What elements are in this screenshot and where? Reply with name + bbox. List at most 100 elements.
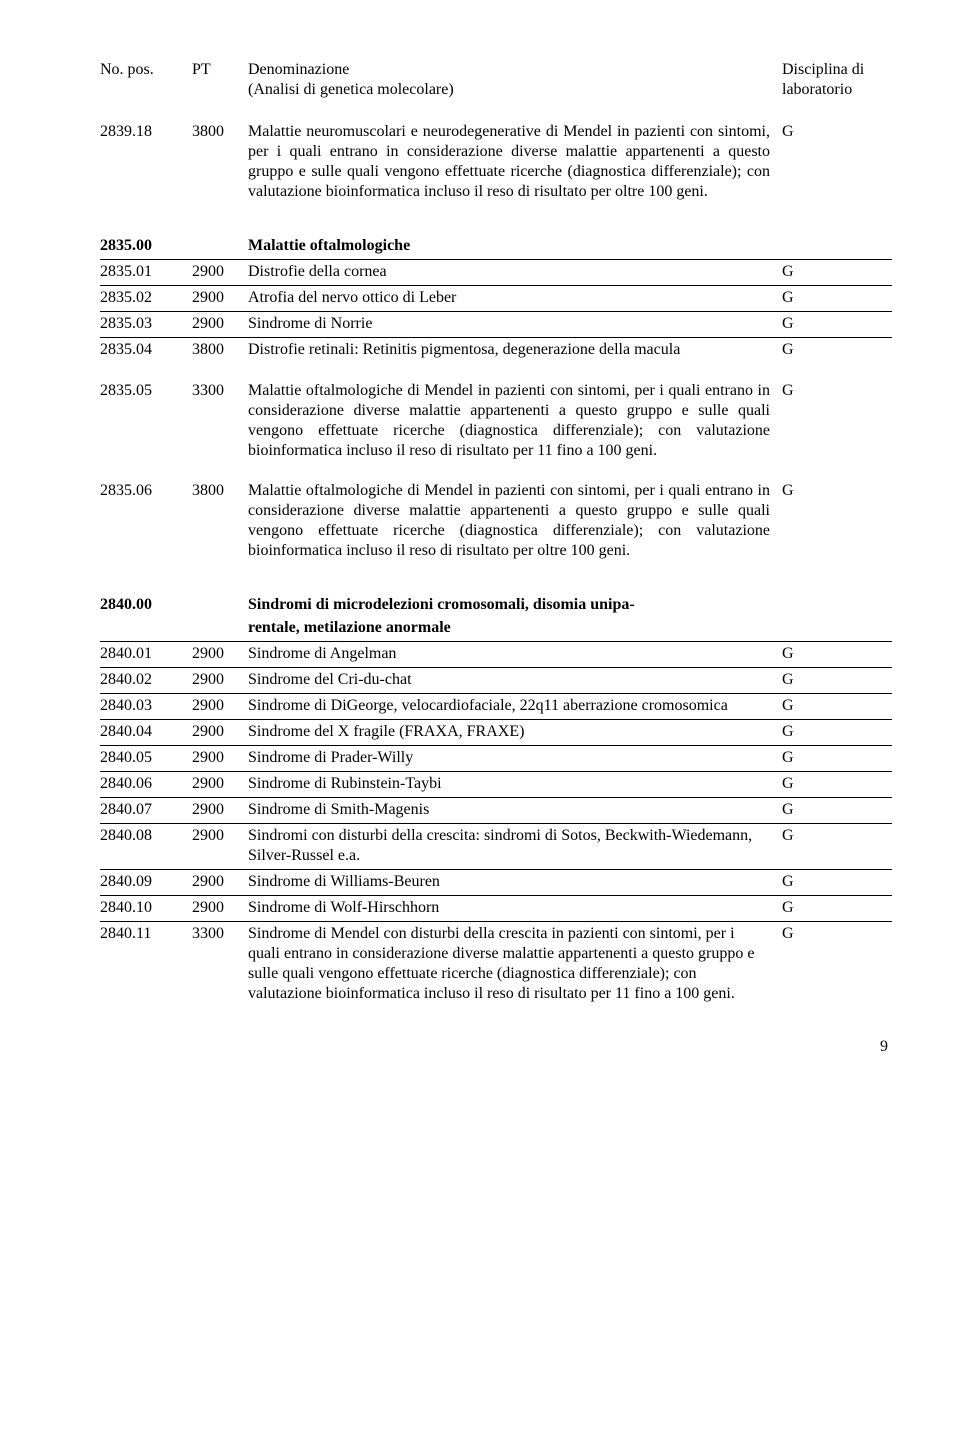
- cell-disc: G: [782, 696, 892, 716]
- cell-disc: G: [782, 872, 892, 892]
- cell-desc: Sindrome di Smith-Magenis: [248, 800, 782, 820]
- cell-desc: Sindrome del Cri-du-chat: [248, 670, 782, 690]
- cell-disc: G: [782, 314, 892, 334]
- cell-pt: 3800: [192, 122, 248, 202]
- cell-disc: G: [782, 898, 892, 918]
- cell-pt: 2900: [192, 774, 248, 794]
- cell-desc: Malattie neuromuscolari e neurodegenerat…: [248, 122, 782, 202]
- cell-desc: Sindrome di Norrie: [248, 314, 782, 334]
- cell-pt: 2900: [192, 314, 248, 334]
- cell-no: 2840.07: [100, 800, 192, 820]
- cell-no: 2840.08: [100, 826, 192, 846]
- cell-disc: G: [782, 381, 892, 461]
- table-row: 2840.012900Sindrome di AngelmanG: [100, 642, 892, 668]
- cell-desc: Sindrome di Wolf-Hirschhorn: [248, 898, 782, 918]
- cell-pt: 3800: [192, 481, 248, 561]
- cell-no: 2835.06: [100, 481, 192, 561]
- header-pt: PT: [192, 60, 248, 100]
- table-row: 2835.022900Atrofia del nervo ottico di L…: [100, 286, 892, 312]
- table-row: 2840.082900Sindromi con disturbi della c…: [100, 824, 892, 870]
- table-row: 2840.032900Sindrome di DiGeorge, velocar…: [100, 694, 892, 720]
- header-disc-sub: laboratorio: [782, 81, 852, 98]
- cell-disc: G: [782, 340, 892, 360]
- header-denom: Denominazione (Analisi di genetica molec…: [248, 60, 782, 100]
- table-row: 2840.042900Sindrome del X fragile (FRAXA…: [100, 720, 892, 746]
- section-disc-empty: [782, 236, 892, 256]
- table-row: 2840.072900Sindrome di Smith-MagenisG: [100, 798, 892, 824]
- section-pt-empty: [192, 236, 248, 256]
- cell-no: 2835.03: [100, 314, 192, 334]
- table-row: 2840.022900Sindrome del Cri-du-chatG: [100, 668, 892, 694]
- section-pt-empty: [192, 618, 248, 638]
- cell-pt: 2900: [192, 644, 248, 664]
- cell-no: 2840.04: [100, 722, 192, 742]
- cell-disc: G: [782, 924, 892, 944]
- header-denom-sub: (Analisi di genetica molecolare): [248, 81, 454, 98]
- cell-no: 2835.02: [100, 288, 192, 308]
- section-title: Malattie oftalmologiche: [248, 236, 782, 256]
- cell-desc: Sindrome di Rubinstein-Taybi: [248, 774, 782, 794]
- section-no: 2840.00: [100, 595, 192, 615]
- cell-desc: Malattie oftalmologiche di Mendel in paz…: [248, 481, 782, 561]
- table-row: 2840.092900Sindrome di Williams-BeurenG: [100, 870, 892, 896]
- cell-no: 2839.18: [100, 122, 192, 202]
- cell-desc: Distrofie retinali: Retinitis pigmentosa…: [248, 340, 782, 360]
- cell-pt: 3300: [192, 381, 248, 461]
- cell-no: 2840.11: [100, 924, 192, 944]
- section-no-empty: [100, 618, 192, 638]
- cell-pt: 2900: [192, 722, 248, 742]
- cell-no: 2840.09: [100, 872, 192, 892]
- section-title-b: rentale, metilazione anormale: [248, 618, 782, 638]
- header-denom-main: Denominazione: [248, 61, 349, 78]
- table-header: No. pos. PT Denominazione (Analisi di ge…: [100, 60, 892, 100]
- section-title-a: Sindromi di microdelezioni cromosomali, …: [248, 595, 782, 615]
- cell-pt: 2900: [192, 288, 248, 308]
- table-row: 2840.062900Sindrome di Rubinstein-TaybiG: [100, 772, 892, 798]
- table-row: 2840.102900Sindrome di Wolf-HirschhornG: [100, 896, 892, 922]
- cell-desc: Distrofie della cornea: [248, 262, 782, 282]
- table-row: 2840.052900Sindrome di Prader-WillyG: [100, 746, 892, 772]
- table-row: 2835.012900Distrofie della corneaG: [100, 260, 892, 286]
- cell-disc: G: [782, 774, 892, 794]
- cell-pt: 2900: [192, 800, 248, 820]
- cell-desc: Sindrome del X fragile (FRAXA, FRAXE): [248, 722, 782, 742]
- cell-disc: G: [782, 644, 892, 664]
- entry-2835-06: 2835.06 3800 Malattie oftalmologiche di …: [100, 481, 892, 561]
- cell-pt: 2900: [192, 898, 248, 918]
- section-2835-head: 2835.00 Malattie oftalmologiche: [100, 222, 892, 260]
- cell-no: 2840.05: [100, 748, 192, 768]
- cell-pt: 2900: [192, 670, 248, 690]
- cell-desc: Sindrome di Williams-Beuren: [248, 872, 782, 892]
- cell-no: 2835.01: [100, 262, 192, 282]
- header-disc: Disciplina di laboratorio: [782, 60, 892, 100]
- cell-no: 2840.06: [100, 774, 192, 794]
- cell-disc: G: [782, 262, 892, 282]
- section-disc-empty: [782, 595, 892, 615]
- cell-no: 2835.04: [100, 340, 192, 360]
- entry-2835-05: 2835.05 3300 Malattie oftalmologiche di …: [100, 381, 892, 461]
- cell-pt: 3800: [192, 340, 248, 360]
- cell-pt: 2900: [192, 872, 248, 892]
- header-disc-main: Disciplina di: [782, 61, 864, 78]
- cell-no: 2840.03: [100, 696, 192, 716]
- section-no: 2835.00: [100, 236, 192, 256]
- cell-pt: 3300: [192, 924, 248, 944]
- cell-pt: 2900: [192, 696, 248, 716]
- header-no: No. pos.: [100, 60, 192, 100]
- table-row: 2835.043800Distrofie retinali: Retinitis…: [100, 338, 892, 363]
- cell-disc: G: [782, 481, 892, 561]
- cell-desc: Sindrome di Mendel con disturbi della cr…: [248, 924, 782, 1004]
- section-2840-head-b: rentale, metilazione anormale: [100, 618, 892, 642]
- cell-pt: 2900: [192, 826, 248, 846]
- cell-no: 2835.05: [100, 381, 192, 461]
- cell-pt: 2900: [192, 748, 248, 768]
- cell-desc: Sindrome di Angelman: [248, 644, 782, 664]
- cell-disc: G: [782, 826, 892, 846]
- table-row: 2835.032900Sindrome di NorrieG: [100, 312, 892, 338]
- cell-desc: Malattie oftalmologiche di Mendel in paz…: [248, 381, 782, 461]
- cell-pt: 2900: [192, 262, 248, 282]
- cell-disc: G: [782, 122, 892, 202]
- table-row: 2840.113300Sindrome di Mendel con distur…: [100, 922, 892, 1007]
- cell-disc: G: [782, 800, 892, 820]
- section-2840-head-a: 2840.00 Sindromi di microdelezioni cromo…: [100, 581, 892, 618]
